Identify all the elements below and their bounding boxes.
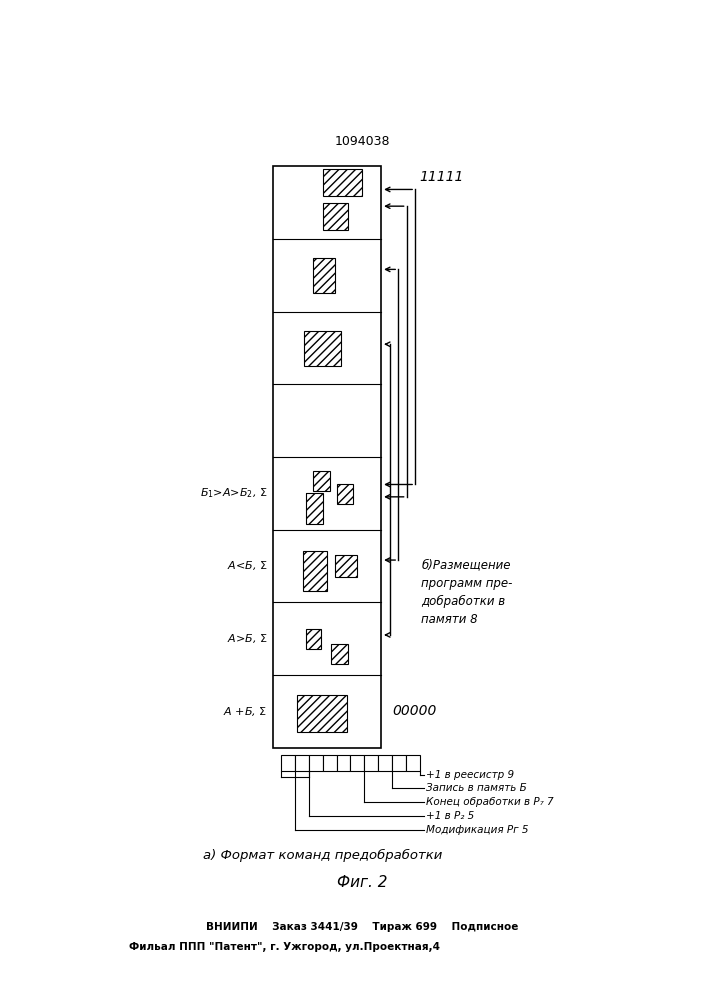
Bar — [392, 755, 406, 771]
Text: Модификация Рг 5: Модификация Рг 5 — [426, 825, 528, 835]
Text: Фиг. 2: Фиг. 2 — [337, 875, 387, 890]
Bar — [296, 695, 346, 732]
Bar — [304, 331, 341, 366]
Text: б)Размещение
программ пре-
добработки в
памяти 8: б)Размещение программ пре- добработки в … — [421, 559, 513, 626]
Text: 11111: 11111 — [419, 170, 463, 184]
Bar — [305, 493, 322, 524]
Bar — [295, 755, 309, 771]
Bar — [324, 203, 348, 230]
Text: +1 в Р₂ 5: +1 в Р₂ 5 — [426, 811, 474, 821]
Bar — [337, 755, 351, 771]
Text: А<Б, $\Sigma$: А<Б, $\Sigma$ — [227, 559, 267, 572]
Bar — [335, 555, 356, 577]
Text: +1 в реесистр 9: +1 в реесистр 9 — [426, 770, 514, 780]
Bar — [337, 484, 354, 504]
Bar — [281, 755, 295, 771]
Text: 1094038: 1094038 — [334, 135, 390, 148]
Bar — [313, 471, 330, 491]
Bar — [322, 755, 337, 771]
Bar — [303, 551, 327, 591]
Text: ВНИИПИ    Заказ 3441/39    Тираж 699    Подписное: ВНИИПИ Заказ 3441/39 Тираж 699 Подписное — [206, 922, 518, 932]
Text: Фильал ППП "Патент", г. Ужгород, ул.Проектная,4: Фильал ППП "Патент", г. Ужгород, ул.Прое… — [129, 942, 440, 952]
Bar — [378, 755, 392, 771]
Bar — [304, 331, 341, 366]
Text: а) Формат команд предобработки: а) Формат команд предобработки — [203, 849, 443, 862]
Bar — [309, 755, 322, 771]
Text: Запись в память Б: Запись в память Б — [426, 783, 527, 793]
Bar — [303, 551, 327, 591]
Bar — [331, 644, 348, 664]
Bar — [335, 555, 356, 577]
Bar — [324, 203, 348, 230]
Bar — [305, 493, 322, 524]
Bar — [305, 629, 321, 649]
Bar — [324, 169, 362, 196]
Text: Конец обработки в Р₇ 7: Конец обработки в Р₇ 7 — [426, 797, 554, 807]
Bar — [274, 166, 381, 748]
Bar — [313, 471, 330, 491]
Bar — [313, 258, 335, 293]
Text: Б$_1$>А>Б$_2$, $\Sigma$: Б$_1$>А>Б$_2$, $\Sigma$ — [199, 486, 267, 500]
Bar — [305, 629, 321, 649]
Bar — [351, 755, 364, 771]
Text: А +Б, $\Sigma$: А +Б, $\Sigma$ — [223, 705, 267, 718]
Bar — [331, 644, 348, 664]
Text: А>Б, $\Sigma$: А>Б, $\Sigma$ — [227, 632, 267, 645]
Bar — [296, 695, 346, 732]
Bar — [313, 258, 335, 293]
Bar — [337, 484, 354, 504]
Bar — [324, 169, 362, 196]
Bar — [406, 755, 420, 771]
Text: 00000: 00000 — [393, 704, 437, 718]
Bar — [364, 755, 378, 771]
